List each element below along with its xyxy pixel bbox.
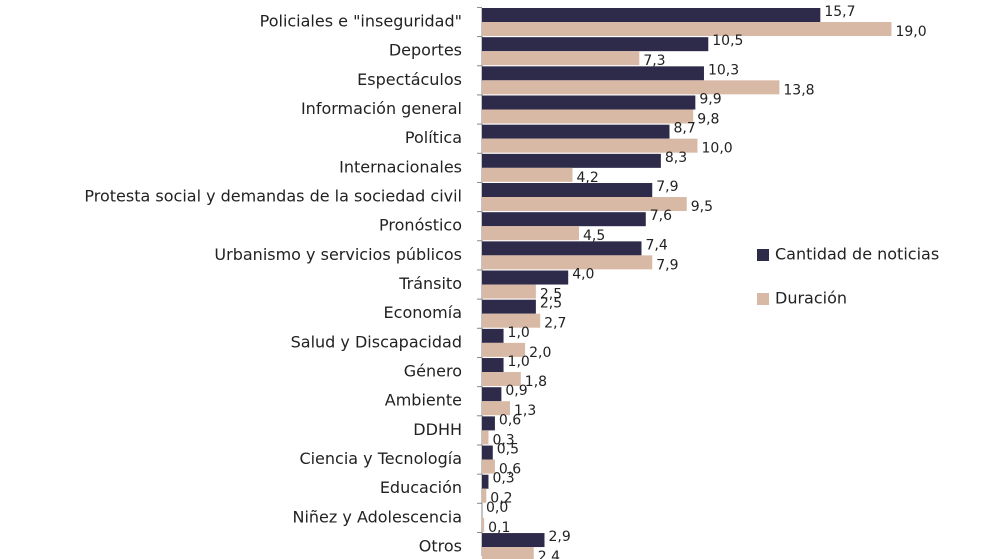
bar bbox=[482, 445, 493, 460]
bar bbox=[482, 183, 653, 198]
legend-label: Cantidad de noticias bbox=[775, 245, 939, 264]
bar bbox=[482, 255, 653, 270]
bar bbox=[482, 401, 511, 416]
category-label: Política bbox=[405, 128, 462, 147]
value-label: 7,9 bbox=[656, 257, 678, 273]
value-label: 0,1 bbox=[488, 520, 510, 536]
value-label: 2,7 bbox=[544, 316, 566, 332]
value-label: 0,6 bbox=[499, 412, 521, 428]
value-label: 1,0 bbox=[508, 354, 530, 370]
legend-swatch bbox=[757, 249, 769, 261]
bar bbox=[482, 8, 821, 22]
category-label: Policiales e "inseguridad" bbox=[260, 12, 462, 31]
value-label: 0,3 bbox=[492, 471, 514, 487]
bar bbox=[482, 474, 489, 489]
bar bbox=[482, 430, 489, 445]
bar bbox=[482, 95, 696, 110]
bar bbox=[482, 226, 579, 241]
value-label: 2,5 bbox=[540, 296, 562, 312]
value-label: 8,3 bbox=[665, 150, 687, 166]
value-label: 4,0 bbox=[572, 267, 594, 283]
category-label: Economía bbox=[384, 303, 462, 322]
category-label: Género bbox=[404, 362, 462, 381]
bar bbox=[482, 372, 521, 387]
bar bbox=[482, 459, 495, 474]
bar bbox=[482, 51, 640, 66]
value-label: 0,6 bbox=[499, 462, 521, 478]
bar bbox=[482, 124, 670, 139]
value-label: 0,2 bbox=[490, 491, 512, 507]
value-label: 1,0 bbox=[508, 325, 530, 341]
category-label: Protesta social y demandas de la socieda… bbox=[84, 187, 462, 206]
category-label: Internacionales bbox=[339, 157, 462, 176]
bar bbox=[482, 488, 487, 503]
category-label: Tránsito bbox=[398, 274, 462, 293]
category-label: Salud y Discapacidad bbox=[291, 332, 462, 351]
bar bbox=[482, 533, 545, 548]
category-label: Información general bbox=[301, 99, 462, 118]
bar bbox=[482, 517, 485, 532]
bar bbox=[482, 299, 536, 314]
bar bbox=[482, 66, 704, 81]
bar bbox=[482, 342, 526, 357]
value-label: 10,0 bbox=[702, 141, 733, 157]
bar bbox=[482, 284, 536, 299]
value-label: 0,5 bbox=[497, 442, 519, 458]
value-label: 8,7 bbox=[673, 121, 695, 137]
bar bbox=[482, 153, 661, 168]
value-label: 15,7 bbox=[824, 4, 855, 20]
value-label: 4,2 bbox=[577, 170, 599, 186]
value-label: 1,3 bbox=[514, 403, 536, 419]
category-label: Urbanismo y servicios públicos bbox=[214, 245, 462, 264]
bar bbox=[482, 109, 694, 124]
bar bbox=[482, 313, 541, 328]
bar bbox=[482, 328, 504, 343]
bar bbox=[482, 80, 780, 95]
value-label: 19,0 bbox=[895, 24, 926, 40]
value-label: 7,4 bbox=[645, 237, 667, 253]
bar bbox=[482, 37, 709, 52]
value-label: 10,3 bbox=[708, 62, 739, 78]
category-label: Espectáculos bbox=[357, 70, 462, 89]
value-label: 0,0 bbox=[486, 500, 508, 516]
legend-label: Duración bbox=[775, 289, 847, 308]
bar bbox=[482, 167, 573, 182]
value-label: 0,3 bbox=[492, 432, 514, 448]
bar bbox=[482, 22, 892, 36]
value-label: 2,5 bbox=[540, 287, 562, 303]
category-label: Ciencia y Tecnología bbox=[299, 449, 462, 468]
bar bbox=[482, 270, 569, 285]
category-label: DDHH bbox=[413, 420, 462, 439]
value-label: 9,9 bbox=[699, 92, 721, 108]
bar bbox=[482, 138, 698, 153]
bar bbox=[482, 241, 642, 256]
value-label: 4,5 bbox=[583, 228, 605, 244]
value-label: 9,5 bbox=[691, 199, 713, 215]
category-label: Ambiente bbox=[385, 391, 462, 410]
value-label: 1,8 bbox=[525, 374, 547, 390]
value-label: 0,9 bbox=[505, 383, 527, 399]
bar bbox=[482, 416, 495, 431]
value-label: 9,8 bbox=[697, 112, 719, 128]
value-label: 2,9 bbox=[548, 529, 570, 545]
category-label: Niñez y Adolescencia bbox=[293, 507, 463, 526]
category-label: Educación bbox=[380, 478, 462, 497]
bar bbox=[482, 547, 534, 559]
value-label: 2,4 bbox=[538, 549, 560, 559]
value-label: 2,0 bbox=[529, 345, 551, 361]
category-label: Deportes bbox=[389, 41, 462, 60]
value-label: 7,6 bbox=[650, 208, 672, 224]
bar bbox=[482, 387, 502, 402]
value-label: 13,8 bbox=[783, 82, 814, 98]
legend-swatch bbox=[757, 293, 769, 305]
value-label: 10,5 bbox=[712, 33, 743, 49]
bar bbox=[482, 197, 687, 212]
category-label: Otros bbox=[419, 537, 462, 556]
bar bbox=[482, 212, 646, 227]
category-label: Pronóstico bbox=[379, 216, 462, 235]
value-label: 7,9 bbox=[656, 179, 678, 195]
value-label: 7,3 bbox=[643, 53, 665, 69]
bar bbox=[482, 358, 504, 373]
